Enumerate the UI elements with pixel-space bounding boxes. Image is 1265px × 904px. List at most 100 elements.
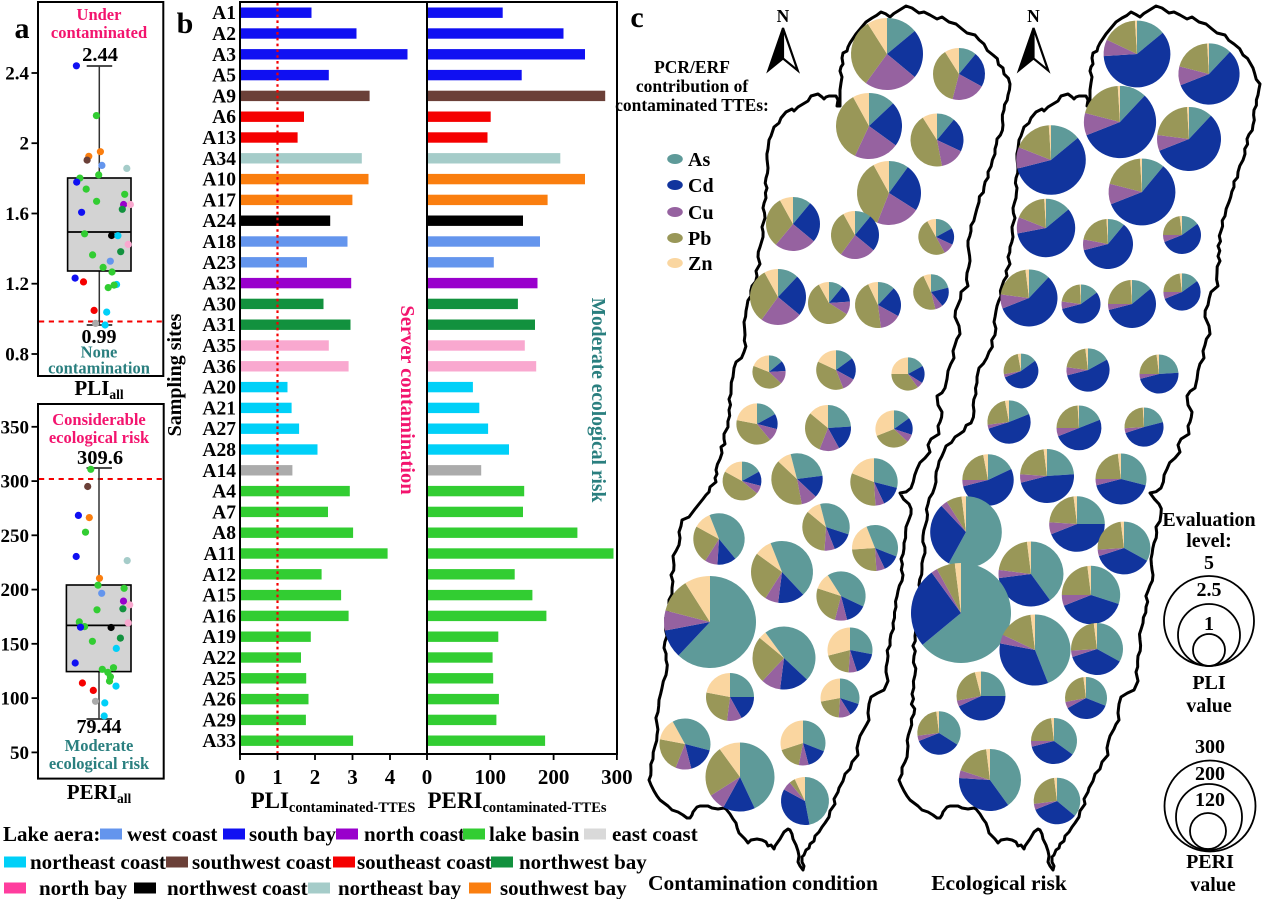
svg-text:0: 0 (235, 765, 246, 789)
svg-text:300: 300 (601, 765, 633, 789)
svg-text:Moderate ecological risk: Moderate ecological risk (587, 298, 608, 503)
svg-text:A3: A3 (212, 45, 236, 66)
svg-text:southeast coast: southeast coast (357, 850, 492, 874)
svg-text:northwest coast: northwest coast (167, 876, 308, 899)
svg-text:A32: A32 (202, 274, 236, 295)
svg-text:A15: A15 (202, 586, 236, 607)
svg-text:A18: A18 (202, 232, 236, 253)
svg-text:A34: A34 (202, 149, 236, 170)
svg-text:1: 1 (272, 765, 283, 789)
svg-text:A22: A22 (202, 648, 236, 669)
svg-text:2: 2 (20, 134, 30, 155)
svg-text:50: 50 (10, 743, 29, 764)
svg-text:A27: A27 (202, 419, 236, 440)
svg-text:150: 150 (1, 634, 30, 655)
svg-text:1: 1 (1204, 613, 1214, 635)
svg-text:309.6: 309.6 (77, 447, 123, 469)
svg-text:200: 200 (1195, 763, 1225, 785)
svg-text:5: 5 (1204, 552, 1214, 574)
svg-text:PLI: PLI (1192, 672, 1226, 694)
svg-text:Under: Under (77, 5, 122, 24)
svg-text:2.5: 2.5 (1197, 579, 1222, 601)
svg-text:A6: A6 (212, 107, 236, 128)
svg-text:A28: A28 (202, 440, 236, 461)
svg-text:A8: A8 (212, 523, 236, 544)
svg-text:A9: A9 (212, 86, 236, 107)
svg-text:A33: A33 (202, 731, 236, 752)
svg-text:northeast coast: northeast coast (30, 850, 166, 874)
svg-text:250: 250 (1, 526, 30, 547)
svg-text:lake basin: lake basin (489, 822, 580, 846)
svg-text:1.2: 1.2 (5, 274, 29, 295)
svg-text:A4: A4 (212, 482, 236, 503)
svg-text:A24: A24 (202, 211, 236, 232)
svg-text:south bay: south bay (249, 822, 336, 846)
svg-text:79.44: 79.44 (77, 716, 122, 738)
svg-text:A1: A1 (212, 3, 236, 24)
svg-text:A26: A26 (202, 690, 236, 711)
svg-text:Ecological risk: Ecological risk (931, 871, 1067, 895)
svg-text:a: a (15, 12, 30, 45)
svg-text:0: 0 (422, 765, 433, 789)
svg-text:A30: A30 (202, 294, 236, 315)
svg-text:A5: A5 (212, 66, 236, 87)
svg-text:Moderate: Moderate (65, 736, 134, 755)
svg-text:2.44: 2.44 (82, 44, 118, 66)
svg-text:3: 3 (347, 765, 358, 789)
svg-text:100: 100 (475, 765, 507, 789)
svg-text:Lake aera:: Lake aera: (3, 822, 100, 846)
svg-text:north bay: north bay (39, 876, 128, 899)
svg-text:A10: A10 (202, 170, 236, 191)
svg-text:A19: A19 (202, 627, 236, 648)
svg-text:A7: A7 (212, 502, 236, 523)
svg-text:contamination: contamination (48, 359, 150, 378)
svg-text:ecological risk: ecological risk (49, 754, 150, 773)
svg-text:Server contamination: Server contamination (396, 305, 418, 495)
svg-text:A31: A31 (202, 315, 236, 336)
svg-text:2: 2 (310, 765, 321, 789)
svg-text:west coast: west coast (127, 822, 217, 846)
svg-text:level:: level: (1186, 530, 1232, 552)
svg-text:200: 200 (538, 765, 570, 789)
svg-text:north coast: north coast (364, 822, 465, 846)
svg-text:ecological risk: ecological risk (49, 428, 150, 447)
svg-text:A11: A11 (203, 544, 236, 565)
svg-text:c: c (630, 1, 643, 34)
svg-text:A36: A36 (202, 357, 236, 378)
svg-text:Contamination condition: Contamination condition (648, 871, 878, 895)
svg-text:300: 300 (1195, 736, 1225, 758)
svg-text:120: 120 (1195, 789, 1225, 811)
svg-text:0.8: 0.8 (5, 345, 29, 366)
svg-text:300: 300 (1, 472, 30, 493)
svg-text:200: 200 (1, 580, 30, 601)
svg-text:350: 350 (1, 417, 30, 438)
svg-text:A20: A20 (202, 378, 236, 399)
svg-text:A35: A35 (202, 336, 236, 357)
svg-text:N: N (1027, 6, 1040, 26)
svg-text:4: 4 (385, 765, 396, 789)
svg-text:A12: A12 (202, 565, 236, 586)
svg-text:contaminated TTEs:: contaminated TTEs: (615, 95, 769, 115)
svg-text:Zn: Zn (688, 253, 712, 275)
svg-text:Evaluation: Evaluation (1162, 509, 1255, 531)
svg-text:None: None (81, 343, 118, 362)
svg-text:b: b (177, 7, 194, 40)
svg-text:northeast bay: northeast bay (338, 876, 462, 899)
svg-text:southwest bay: southwest bay (500, 876, 627, 899)
svg-text:A13: A13 (202, 128, 236, 149)
svg-text:A14: A14 (202, 461, 236, 482)
svg-text:Pb: Pb (688, 228, 711, 250)
svg-text:A16: A16 (202, 606, 236, 627)
svg-text:1.6: 1.6 (5, 204, 29, 225)
svg-text:northwest bay: northwest bay (519, 850, 647, 874)
svg-text:A23: A23 (202, 253, 236, 274)
svg-text:contribution of: contribution of (636, 76, 748, 96)
svg-text:contaminated: contaminated (51, 23, 147, 42)
svg-text:A21: A21 (202, 398, 236, 419)
svg-text:value: value (1190, 874, 1236, 896)
svg-text:Sampling sites: Sampling sites (164, 313, 186, 436)
svg-text:value: value (1186, 695, 1232, 717)
svg-text:N: N (777, 6, 790, 26)
svg-text:east coast: east coast (612, 822, 698, 846)
svg-text:A2: A2 (212, 24, 236, 45)
